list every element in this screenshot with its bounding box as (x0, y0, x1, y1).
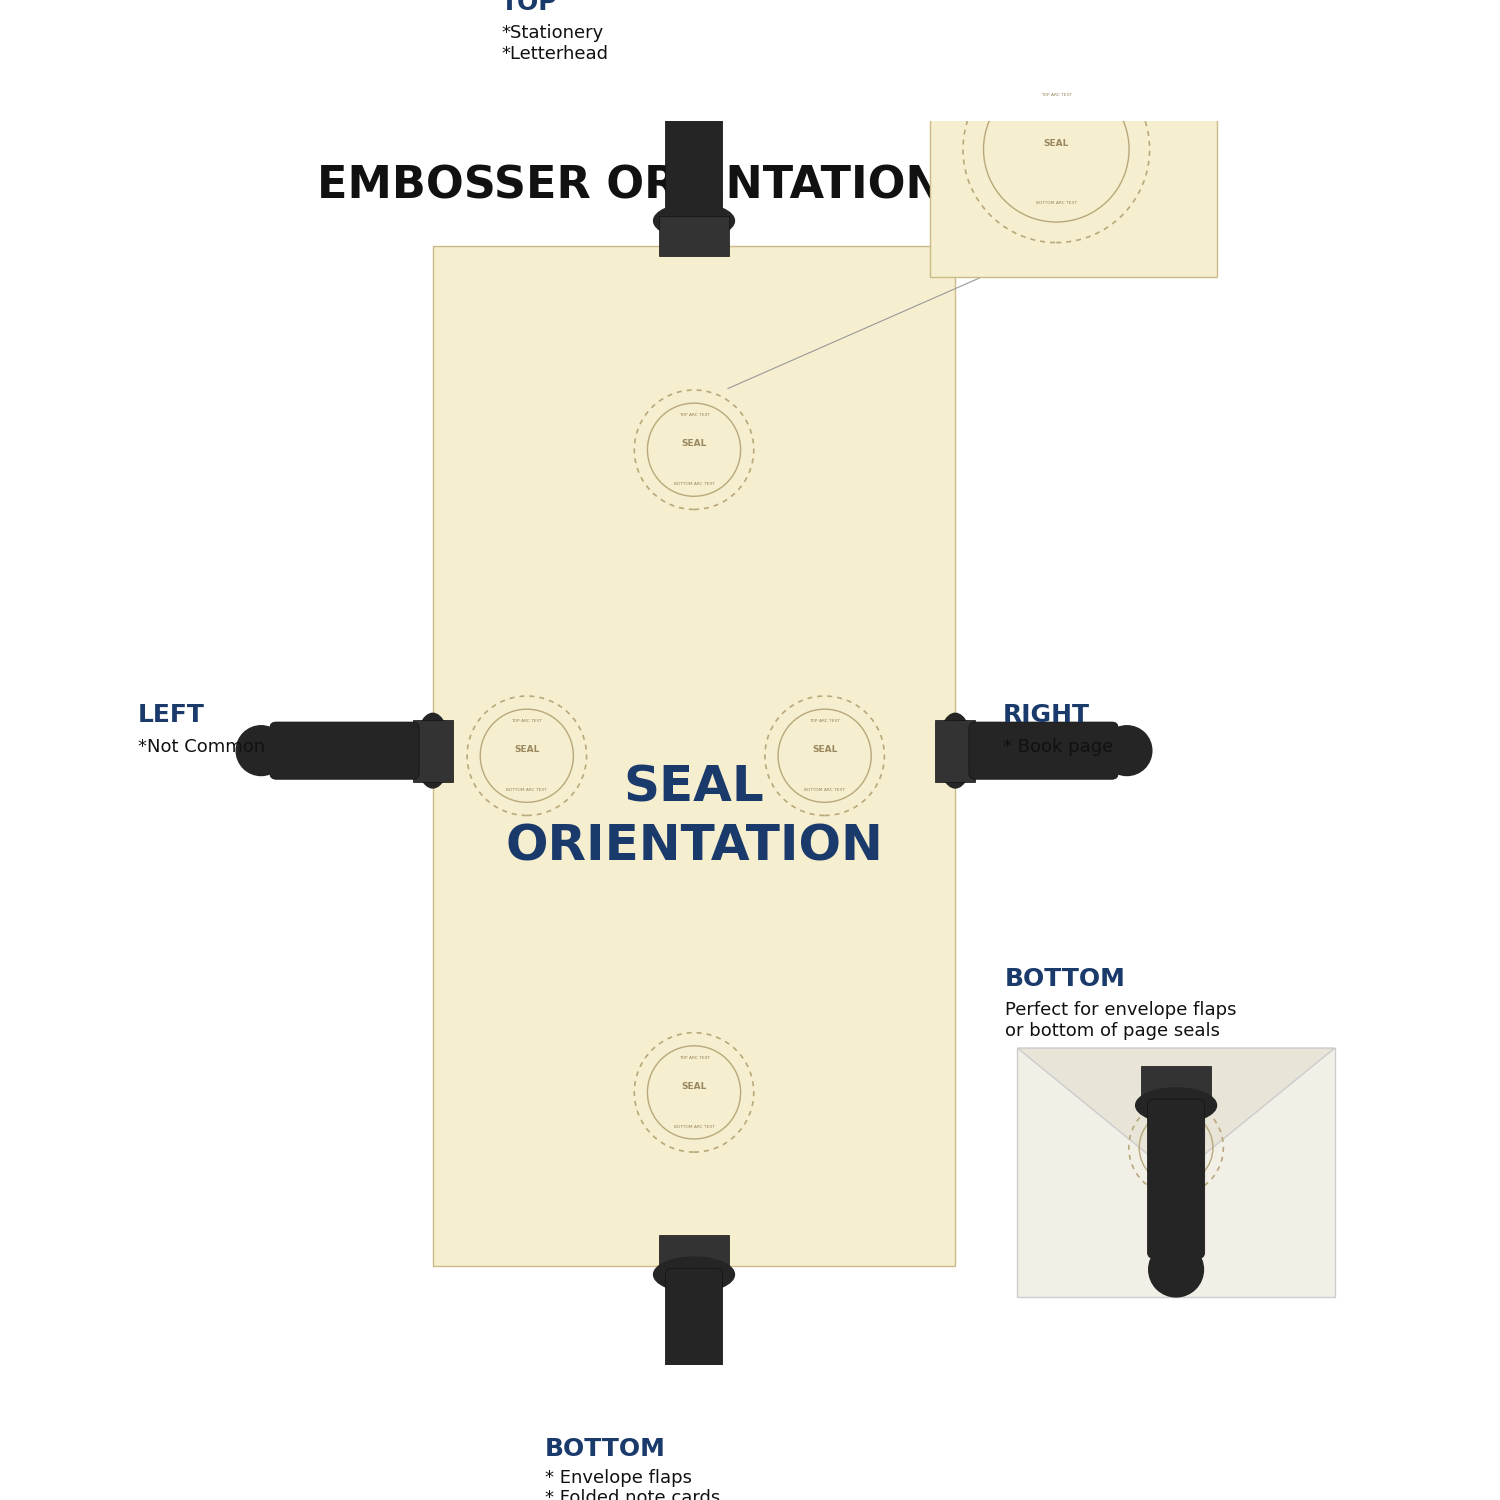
Text: BOTTOM ARC TEXT: BOTTOM ARC TEXT (1036, 201, 1077, 206)
Text: SEAL: SEAL (514, 746, 540, 754)
Text: Perfect for envelope flaps
or bottom of page seals: Perfect for envelope flaps or bottom of … (1005, 1000, 1236, 1039)
Polygon shape (1017, 1048, 1335, 1178)
Text: SEAL: SEAL (1164, 1137, 1190, 1146)
Ellipse shape (416, 714, 450, 788)
FancyBboxPatch shape (413, 720, 453, 782)
Text: BOTTOM ARC TEXT: BOTTOM ARC TEXT (1155, 1173, 1197, 1178)
Text: TOP ARC TEXT: TOP ARC TEXT (512, 718, 543, 723)
FancyBboxPatch shape (270, 722, 419, 780)
Text: SEAL: SEAL (681, 1082, 706, 1090)
Text: TOP ARC TEXT: TOP ARC TEXT (1161, 1118, 1191, 1122)
Text: TOP ARC TEXT: TOP ARC TEXT (678, 1056, 710, 1060)
Text: SEAL: SEAL (681, 440, 706, 448)
FancyBboxPatch shape (930, 22, 1216, 278)
Text: EMBOSSER ORIENTATION OPTIONS: EMBOSSER ORIENTATION OPTIONS (316, 165, 1184, 209)
Text: SEAL
ORIENTATION: SEAL ORIENTATION (506, 764, 884, 870)
Polygon shape (1108, 22, 1216, 118)
Text: *Not Common: *Not Common (138, 738, 266, 756)
Text: * Envelope flaps
* Folded note cards: * Envelope flaps * Folded note cards (544, 1468, 720, 1500)
FancyBboxPatch shape (666, 1269, 723, 1428)
Text: TOP ARC TEXT: TOP ARC TEXT (678, 413, 710, 417)
Text: BOTTOM ARC TEXT: BOTTOM ARC TEXT (674, 1125, 714, 1130)
Text: BOTTOM ARC TEXT: BOTTOM ARC TEXT (804, 789, 844, 792)
FancyBboxPatch shape (433, 246, 956, 1266)
Text: TOP ARC TEXT: TOP ARC TEXT (808, 718, 840, 723)
Ellipse shape (654, 1257, 735, 1292)
Text: BOTTOM: BOTTOM (1005, 968, 1126, 992)
Text: SEAL: SEAL (1044, 138, 1070, 147)
Text: RIGHT: RIGHT (1002, 704, 1089, 728)
Circle shape (1102, 726, 1152, 776)
Text: * Book page: * Book page (1002, 738, 1113, 756)
FancyBboxPatch shape (658, 1234, 729, 1275)
Text: BOTTOM ARC TEXT: BOTTOM ARC TEXT (507, 789, 548, 792)
Ellipse shape (938, 714, 972, 788)
FancyBboxPatch shape (936, 720, 975, 782)
FancyBboxPatch shape (1142, 1065, 1210, 1106)
Circle shape (236, 726, 286, 776)
Text: *Stationery
*Letterhead: *Stationery *Letterhead (501, 24, 608, 63)
FancyBboxPatch shape (666, 40, 723, 226)
Text: BOTTOM: BOTTOM (544, 1437, 666, 1461)
Text: TOP: TOP (501, 0, 558, 15)
Circle shape (1149, 1242, 1203, 1298)
Text: SEAL: SEAL (812, 746, 837, 754)
FancyBboxPatch shape (1148, 1100, 1204, 1258)
Circle shape (666, 1412, 722, 1466)
Text: TOP ARC TEXT: TOP ARC TEXT (1041, 93, 1072, 98)
FancyBboxPatch shape (658, 216, 729, 255)
Circle shape (666, 20, 722, 74)
Ellipse shape (654, 204, 735, 238)
FancyBboxPatch shape (969, 722, 1118, 780)
FancyBboxPatch shape (1017, 1048, 1335, 1298)
Ellipse shape (1136, 1088, 1216, 1122)
Text: LEFT: LEFT (138, 704, 206, 728)
Text: BOTTOM ARC TEXT: BOTTOM ARC TEXT (674, 483, 714, 486)
